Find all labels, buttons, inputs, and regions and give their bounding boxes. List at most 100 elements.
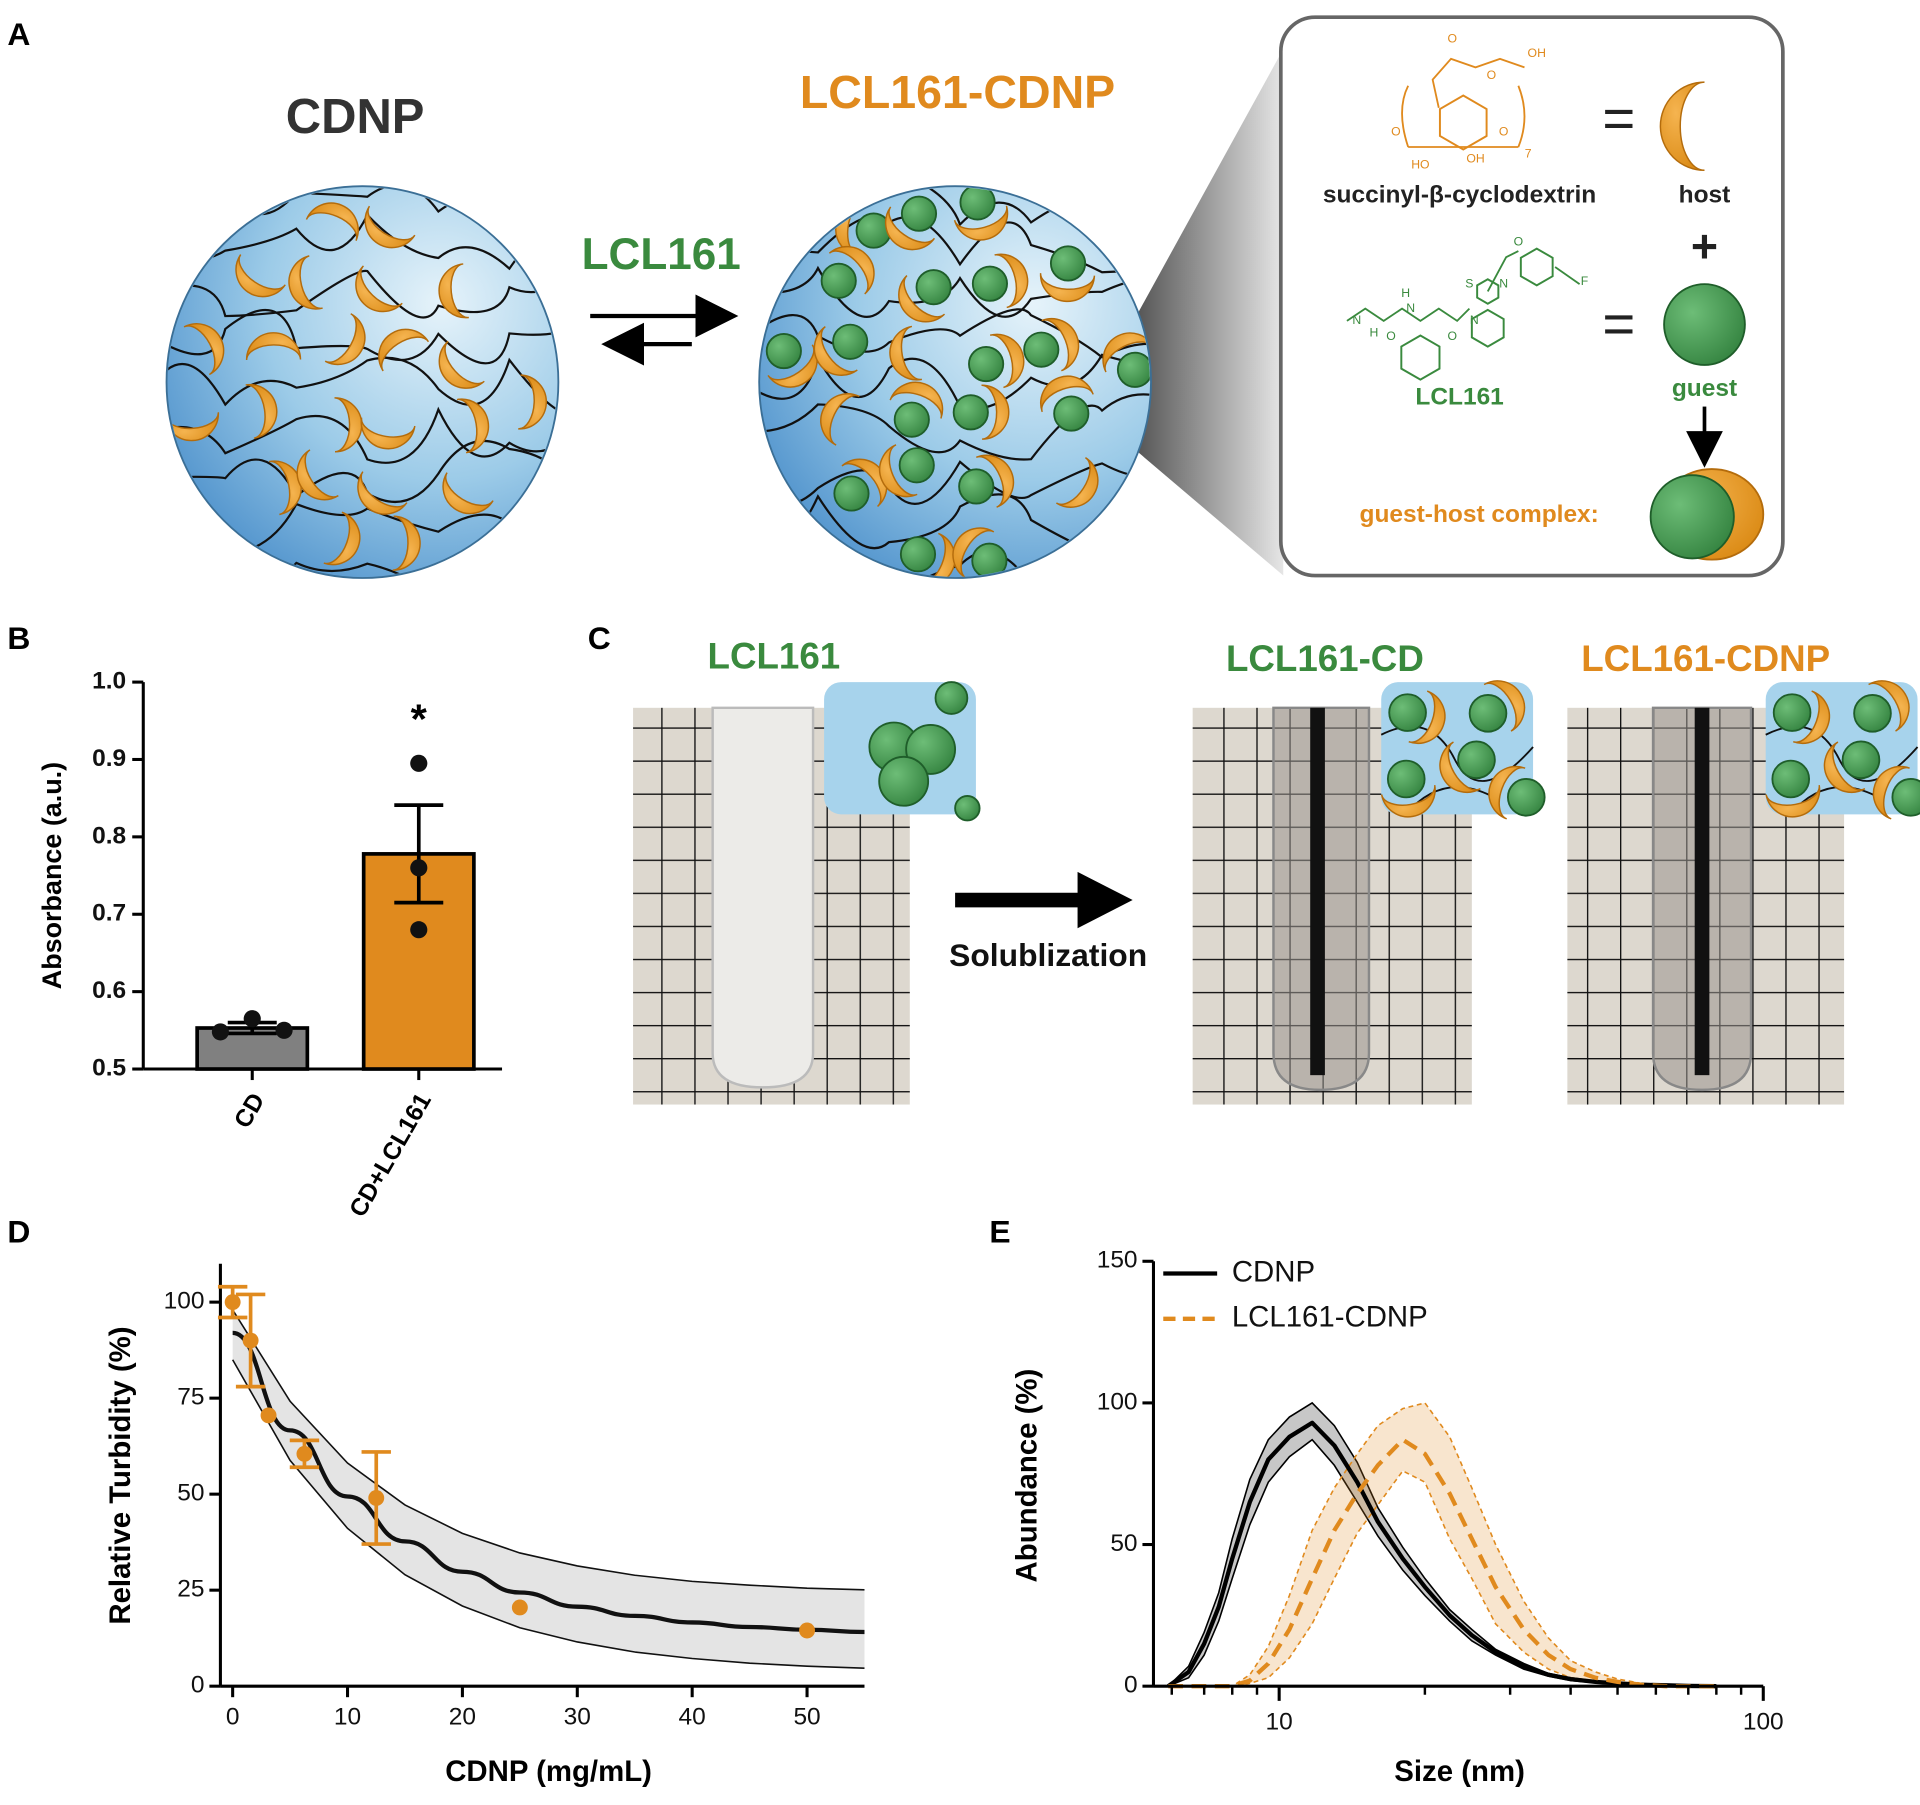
sample-label: LCL161-CDNP bbox=[1581, 638, 1830, 679]
nanoparticle bbox=[758, 185, 1152, 579]
zoom-funnel bbox=[1136, 49, 1284, 576]
atom-label: OH bbox=[1528, 46, 1546, 60]
host-crescent bbox=[1380, 785, 1436, 818]
guest-sphere bbox=[915, 269, 952, 306]
chem-ring bbox=[1470, 308, 1505, 348]
guest-sphere bbox=[1049, 245, 1087, 282]
tick-label: 0.9 bbox=[92, 745, 126, 772]
inset-content bbox=[1765, 680, 1920, 820]
host-crescent bbox=[820, 393, 860, 446]
chem-ring bbox=[1400, 334, 1441, 381]
tick-label: 0.6 bbox=[92, 977, 126, 1004]
host-crescent bbox=[953, 205, 1009, 241]
atom-label: F bbox=[1581, 274, 1588, 288]
atom-label: O bbox=[1391, 125, 1401, 139]
guest-sphere bbox=[959, 187, 996, 221]
host-crescent bbox=[456, 398, 490, 454]
panel-c-insets bbox=[868, 680, 1920, 822]
guest-sphere bbox=[954, 795, 981, 822]
data-point bbox=[242, 1332, 259, 1349]
panel-a-text: CDNP LCL161-CDNP LCL161 succinyl-β-cyclo… bbox=[286, 15, 1785, 578]
guest-sphere bbox=[958, 468, 995, 505]
y-axis-label: Absorbance (a.u.) bbox=[37, 762, 67, 989]
guest-sphere bbox=[833, 475, 870, 512]
chart-e: CDNP LCL161-CDNP 0 50 100 150 10 100 Size (nm) Ab… bbox=[1010, 1247, 1783, 1788]
chem-ring bbox=[1476, 278, 1500, 305]
tick-label: 150 bbox=[1097, 1247, 1138, 1274]
legend-label: LCL161-CDNP bbox=[1232, 1301, 1428, 1334]
chart-b: 0.5 0.6 0.7 0.8 0.9 1.0 Absorbance (a.u.) CD CD+… bbox=[37, 668, 503, 1222]
guest-sphere bbox=[878, 755, 930, 807]
atom-label: 7 bbox=[1525, 147, 1532, 161]
guest-name: LCL161 bbox=[1415, 383, 1503, 410]
tick-label: 20 bbox=[449, 1703, 476, 1730]
tick-label: 1.0 bbox=[92, 668, 126, 695]
atom-label: N bbox=[1499, 276, 1508, 290]
tick-label: 10 bbox=[1266, 1708, 1293, 1735]
x-tick-label: CD bbox=[229, 1089, 270, 1133]
x-axis-label: CDNP (mg/mL) bbox=[445, 1755, 652, 1788]
chem-ring bbox=[1438, 94, 1488, 151]
data-point bbox=[368, 1490, 385, 1506]
host-crescent bbox=[879, 444, 918, 498]
polymer-chain bbox=[760, 393, 1150, 461]
band-edge bbox=[1168, 1402, 1717, 1687]
confidence-band bbox=[232, 1309, 865, 1669]
guest-sphere bbox=[1841, 740, 1881, 780]
tick-label: 100 bbox=[1743, 1708, 1784, 1735]
nanoparticle bbox=[165, 185, 560, 579]
polymer-chain bbox=[167, 261, 558, 319]
panel-c: LCL161 LCL161-CD LCL161-CDNP Solublizati… bbox=[633, 636, 1918, 1105]
polymer-chain bbox=[760, 265, 1150, 318]
tick-label: 0.7 bbox=[92, 900, 126, 927]
atom-label: O bbox=[1447, 329, 1457, 343]
host-crescent bbox=[305, 202, 359, 241]
host-crescent bbox=[334, 397, 363, 453]
legend-label: CDNP bbox=[1232, 1255, 1315, 1288]
tube-stripe bbox=[1310, 707, 1325, 1076]
guest-sphere bbox=[971, 542, 1008, 577]
panel-label: E bbox=[989, 1214, 1010, 1250]
data-point bbox=[211, 1023, 229, 1041]
plus: + bbox=[1691, 220, 1718, 272]
guest-sphere bbox=[820, 262, 857, 299]
chart-d: 0 25 50 75 100 0 10 20 30 40 50 CDNP (mg/mL) Relativ… bbox=[104, 1263, 865, 1788]
tick-label: 100 bbox=[1097, 1388, 1138, 1415]
panel-label: A bbox=[7, 16, 30, 52]
band bbox=[1168, 1402, 1717, 1687]
atom-label: N bbox=[1470, 313, 1479, 327]
arrow-label: LCL161 bbox=[582, 230, 741, 279]
guest-sphere bbox=[900, 195, 938, 232]
host-label: host bbox=[1679, 181, 1731, 208]
host-crescent bbox=[952, 527, 995, 577]
band-edge bbox=[231, 1309, 865, 1591]
polymer-chain bbox=[167, 309, 558, 365]
host-crescent bbox=[889, 381, 944, 419]
tube-stripe bbox=[1694, 707, 1710, 1076]
panel-label: B bbox=[7, 620, 30, 656]
atom-label: N bbox=[1352, 313, 1361, 327]
panel-labels: A B C D E bbox=[7, 16, 1010, 1250]
tick-label: 0 bbox=[191, 1672, 205, 1699]
guest-sphere bbox=[1853, 694, 1892, 733]
polymer-chain bbox=[760, 215, 1150, 274]
atom-label: H bbox=[1369, 325, 1378, 339]
data-point bbox=[410, 754, 428, 772]
atom-label: HO bbox=[1411, 158, 1429, 172]
data-point bbox=[260, 1407, 277, 1424]
host-name: succinyl-β-cyclodextrin bbox=[1323, 181, 1596, 208]
polymer-chain bbox=[167, 406, 558, 464]
atom-label: S bbox=[1465, 276, 1473, 290]
host-crescent bbox=[889, 325, 923, 381]
guest-label: guest bbox=[1672, 375, 1737, 402]
host-crescent bbox=[296, 449, 339, 501]
tick-label: 50 bbox=[1110, 1530, 1137, 1557]
chem-ring bbox=[1519, 247, 1554, 287]
tick-label: 100 bbox=[164, 1288, 205, 1315]
data-point bbox=[296, 1445, 313, 1462]
band-edge bbox=[231, 1359, 865, 1669]
polymer-chain bbox=[167, 356, 558, 415]
tick-label: 0 bbox=[1124, 1672, 1138, 1699]
